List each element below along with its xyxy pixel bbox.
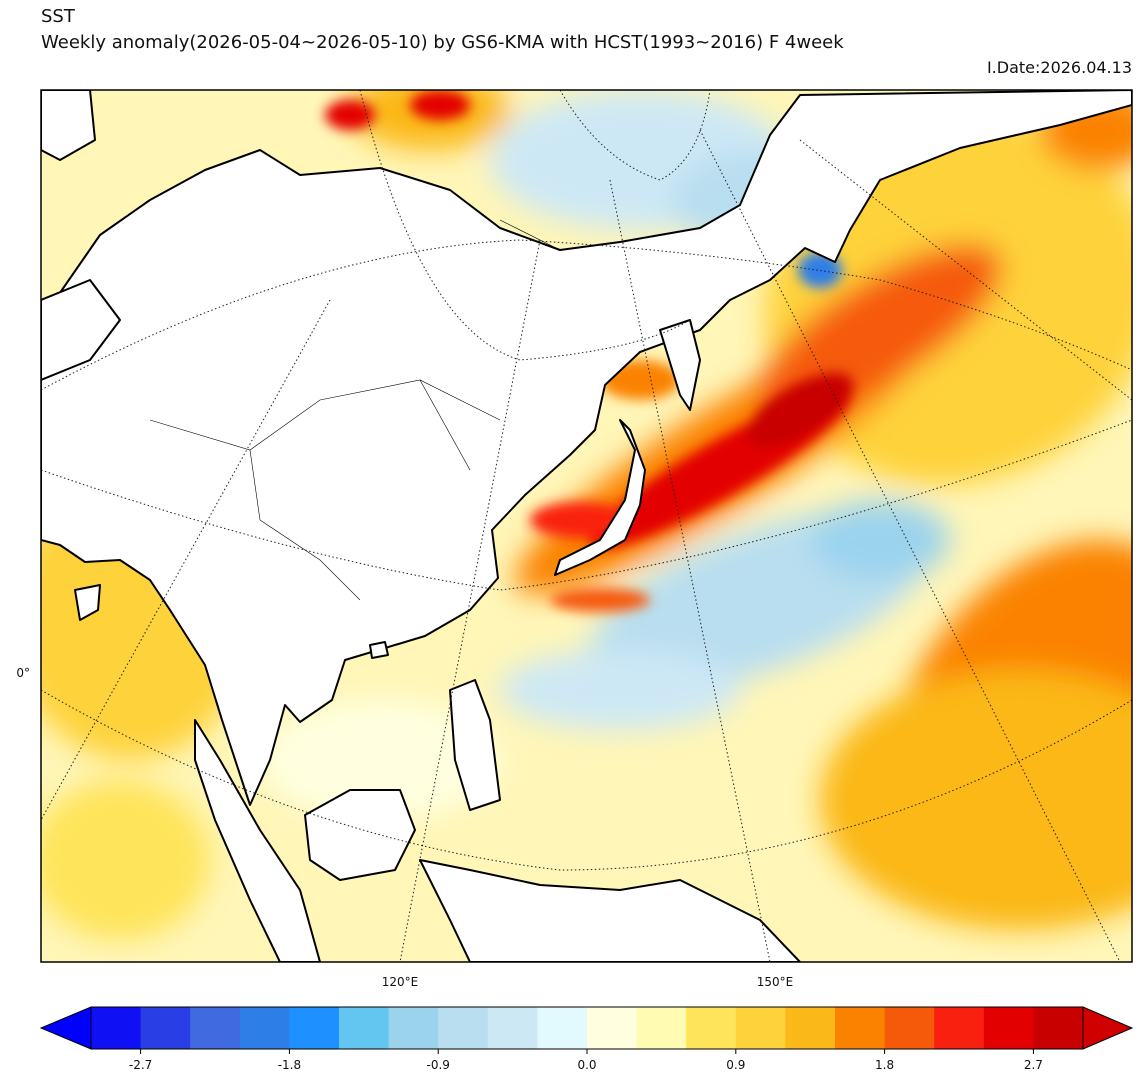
colorbar-box [91,1007,142,1049]
colorbar-box [537,1007,588,1049]
lon-label: 150°E [757,975,794,989]
subtitle: Weekly anomaly(2026-05-04~2026-05-10) by… [41,32,844,53]
colorbar-box [339,1007,390,1049]
colorbar-box [934,1007,985,1049]
colorbar-box [438,1007,489,1049]
colorbar-box [686,1007,737,1049]
colorbar-box [1033,1007,1084,1049]
lon-label: 120°E [382,975,419,989]
colorbar-tick-label: -2.7 [129,1058,152,1072]
colorbar-box [190,1007,241,1049]
colorbar-box [785,1007,836,1049]
colorbar-tick-label: -0.9 [426,1058,449,1072]
colorbar-box [587,1007,638,1049]
colorbar-box [289,1007,340,1049]
colorbar-tick-label: -1.8 [278,1058,301,1072]
colorbar-box [884,1007,935,1049]
colorbar-extend-low [39,1006,92,1050]
colorbar-box [636,1007,687,1049]
title: SST [41,6,76,27]
map [41,90,1132,962]
colorbar-tick-label: 0.9 [726,1058,745,1072]
colorbar-tick-label: 1.8 [875,1058,894,1072]
colorbar-box [388,1007,439,1049]
colorbar-box [735,1007,786,1049]
colorbar-tick-label: 2.7 [1024,1058,1043,1072]
colorbar-extend-high [1082,1006,1134,1050]
colorbar-box [983,1007,1034,1049]
lat-label: 0° [16,666,30,680]
init-date: I.Date:2026.04.13 [987,58,1132,77]
colorbar: -2.7 -1.8 -0.9 0.0 0.9 1.8 2.7 [39,1006,1134,1072]
colorbar-box [487,1007,538,1049]
colorbar-box [835,1007,886,1049]
colorbar-box [239,1007,290,1049]
map-frame [40,89,1133,963]
colorbar-box [140,1007,191,1049]
colorbar-tick-label: 0.0 [577,1058,596,1072]
